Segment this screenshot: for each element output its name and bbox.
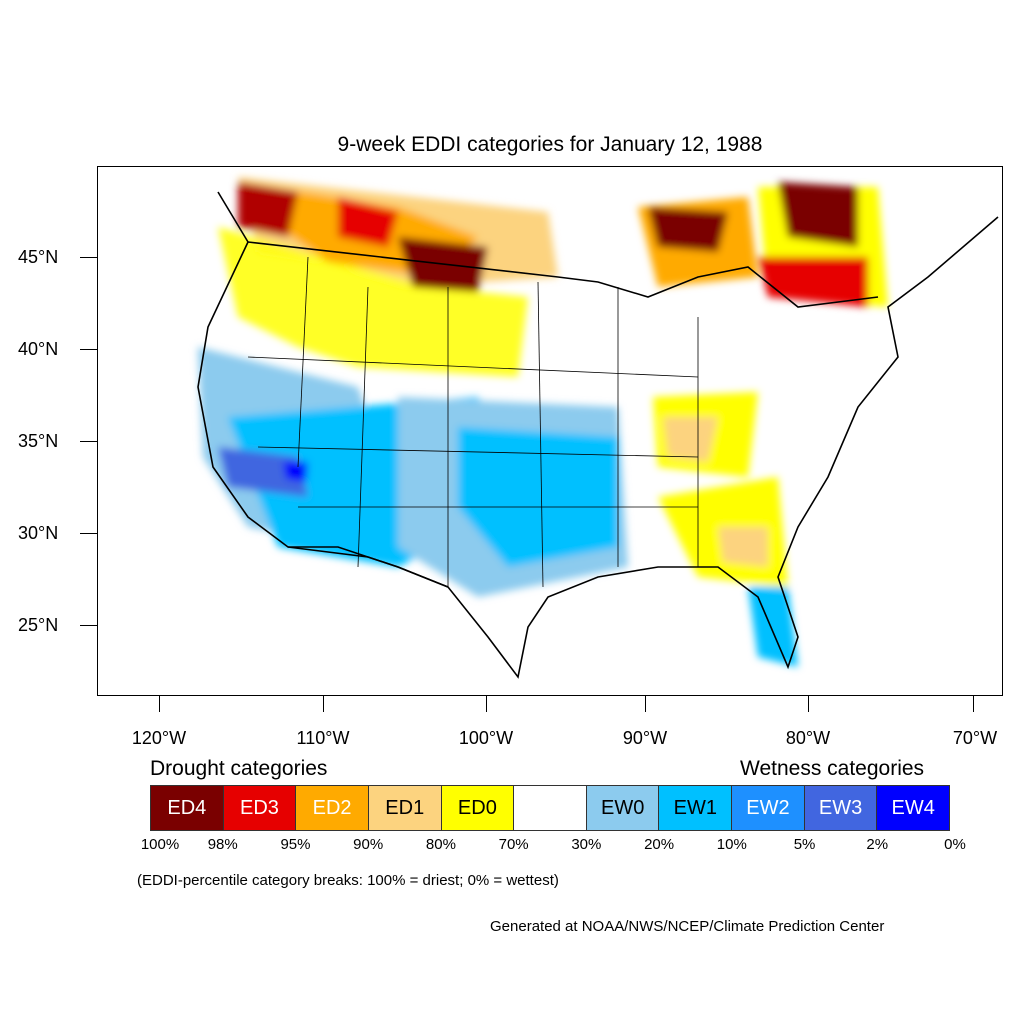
lat-tick <box>80 625 97 626</box>
lat-label-40: 40°N <box>18 339 59 359</box>
drought-region-se-ed1 <box>718 527 768 567</box>
drought-region-ed3-montana <box>338 197 398 247</box>
percentile-label: 20% <box>644 836 675 853</box>
wet-region-ew3 <box>218 447 308 497</box>
lon-tick <box>808 696 809 712</box>
legend-category-ed0: ED0 <box>441 786 515 830</box>
map-title: 9-week EDDI categories for January 12, 1… <box>337 133 763 156</box>
drought-region-ed0-north <box>218 227 528 377</box>
boundaries <box>197 191 999 679</box>
category-fields <box>198 177 888 667</box>
state-lines <box>247 256 699 588</box>
percentile-label: 80% <box>425 836 456 853</box>
us-outline <box>197 191 999 679</box>
legend-category-ew1: EW1 <box>659 786 733 830</box>
percentile-label: 90% <box>353 836 384 853</box>
lat-tick <box>80 441 97 442</box>
wetness-heading: Wetness categories <box>740 757 925 780</box>
legend-category-ed2: ED2 <box>296 786 369 830</box>
drought-region-ohio-ed1 <box>663 417 718 462</box>
lon-label-90w: 90°W <box>622 728 668 748</box>
percentile-label: 100% <box>140 836 180 853</box>
legend-category-ew2: EW2 <box>732 786 805 830</box>
percentile-label: 98% <box>207 836 238 853</box>
drought-heading: Drought categories <box>150 757 328 780</box>
lon-tick <box>973 696 974 712</box>
mexico-border <box>287 546 449 588</box>
lon-tick <box>323 696 324 712</box>
lat-label-35: 35°N <box>18 431 59 451</box>
map-frame <box>97 166 1003 696</box>
lat-tick <box>80 257 97 258</box>
lon-label-100w: 100°W <box>458 728 514 748</box>
lat-tick <box>80 349 97 350</box>
legend-category-ew3: EW3 <box>804 786 878 830</box>
lat-label-45: 45°N <box>18 247 59 267</box>
legend-category-ed4: ED4 <box>151 786 224 830</box>
percentile-label: 10% <box>716 836 747 853</box>
lat-label-25: 25°N <box>18 615 59 635</box>
lon-tick <box>486 696 487 712</box>
drought-region-ed3-ny <box>758 257 868 307</box>
credit-line: Generated at NOAA/NWS/NCEP/Climate Predi… <box>490 918 885 935</box>
canada-border <box>247 241 879 308</box>
legend-category-ew0: EW0 <box>586 786 660 830</box>
legend-category-ew4: EW4 <box>877 786 950 830</box>
lon-label-70w: 70°W <box>952 728 998 748</box>
percentile-label: 70% <box>498 836 529 853</box>
category-note: (EDDI-percentile category breaks: 100% =… <box>137 872 559 889</box>
legend-category-normal <box>514 786 587 830</box>
percentile-label: 0% <box>944 836 966 853</box>
wet-region-florida <box>748 587 798 667</box>
lat-tick <box>80 533 97 534</box>
legend-category-ed3: ED3 <box>223 786 297 830</box>
lon-tick <box>159 696 160 712</box>
percentile-label: 5% <box>793 836 816 853</box>
percentile-label: 95% <box>280 836 311 853</box>
wet-region-ew4 <box>283 462 308 482</box>
percentile-label: 30% <box>571 836 602 853</box>
wet-region-plains-ew1 <box>458 427 618 567</box>
drought-region-ed4-pnw <box>238 182 298 237</box>
percentile-label: 2% <box>866 836 889 853</box>
lat-label-30: 30°N <box>18 523 59 543</box>
legend-bar: ED4 ED3 ED2 ED1 ED0 EW0 EW1 EW2 EW3 EW4 <box>150 785 950 831</box>
drought-region-ed4-wisconsin <box>648 207 728 252</box>
eddi-map <box>197 177 999 679</box>
lon-label-80w: 80°W <box>785 728 831 748</box>
lon-tick <box>645 696 646 712</box>
drought-region-ed4-new-england <box>778 182 858 247</box>
lon-label-110w: 110°W <box>296 728 350 748</box>
lon-label-120w: 120°W <box>131 728 187 748</box>
legend-category-ed1: ED1 <box>368 786 442 830</box>
